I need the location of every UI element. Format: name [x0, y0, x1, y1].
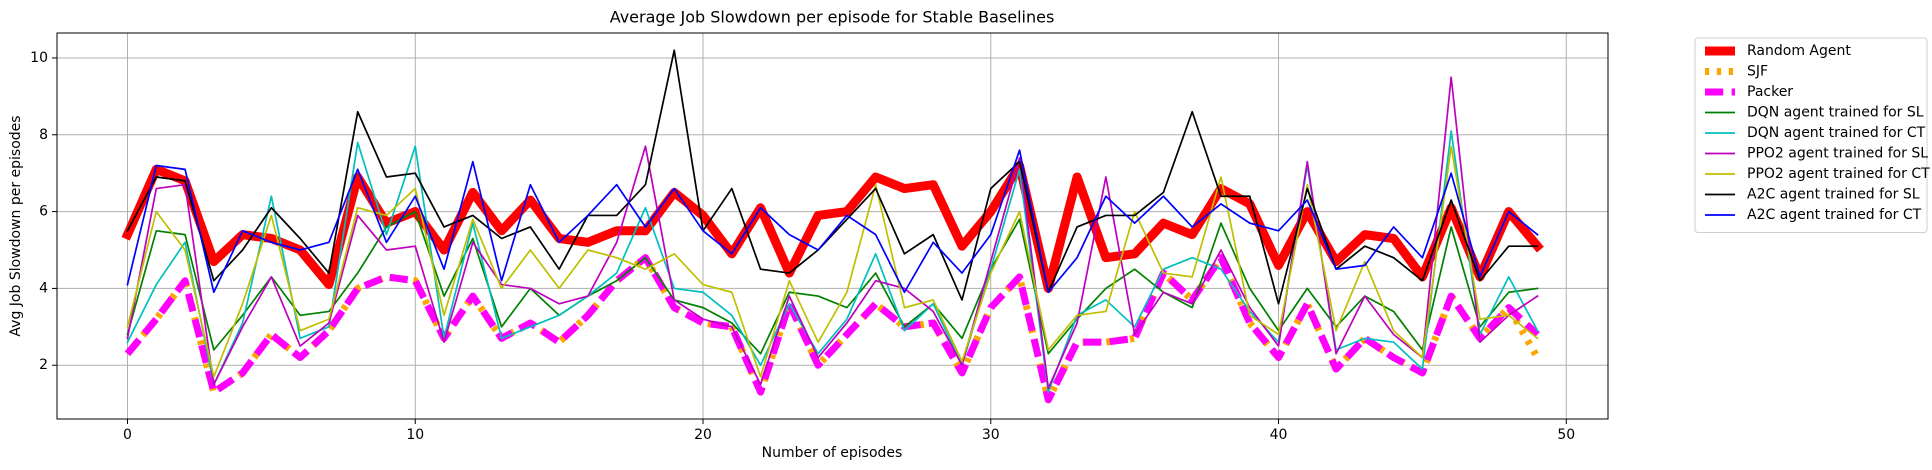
legend-box [1694, 37, 1928, 233]
series-line [126, 49, 1539, 305]
series-line [126, 76, 1539, 390]
x-tick-label: 50 [1557, 427, 1575, 443]
y-tick-label: 6 [39, 204, 48, 220]
y-tick-label: 4 [39, 280, 48, 296]
x-tick-label: 10 [406, 427, 424, 443]
x-tick-label: 40 [1270, 427, 1288, 443]
x-tick-label: 30 [982, 427, 1000, 443]
legend-label: A2C agent trained for SL [1747, 187, 1920, 203]
y-axis-label: Avg Job Slowdown per episodes [8, 115, 24, 336]
series-line [124, 254, 1540, 404]
y-tick-label: 10 [30, 50, 48, 66]
legend-label: DQN agent trained for CT [1747, 125, 1926, 141]
legend-label: Packer [1747, 84, 1793, 100]
chart-title: Average Job Slowdown per episode for Sta… [610, 8, 1055, 27]
plot-frame [56, 32, 1609, 420]
x-tick-label: 0 [123, 427, 132, 443]
x-tick-label: 20 [694, 427, 712, 443]
legend-label: A2C agent trained for CT [1747, 207, 1922, 223]
legend-label: PPO2 agent trained for SL [1747, 146, 1928, 162]
legend-label: SJF [1747, 64, 1768, 80]
y-tick-label: 8 [39, 127, 48, 143]
legend-label: PPO2 agent trained for CT [1747, 166, 1930, 182]
legend-label: Random Agent [1747, 43, 1851, 59]
series-line [126, 149, 1539, 294]
legend-label: DQN agent trained for SL [1747, 105, 1924, 121]
y-tick-label: 2 [39, 357, 48, 373]
series-line [121, 161, 1544, 293]
x-axis-label: Number of episodes [762, 445, 903, 461]
series-line [126, 210, 1539, 355]
